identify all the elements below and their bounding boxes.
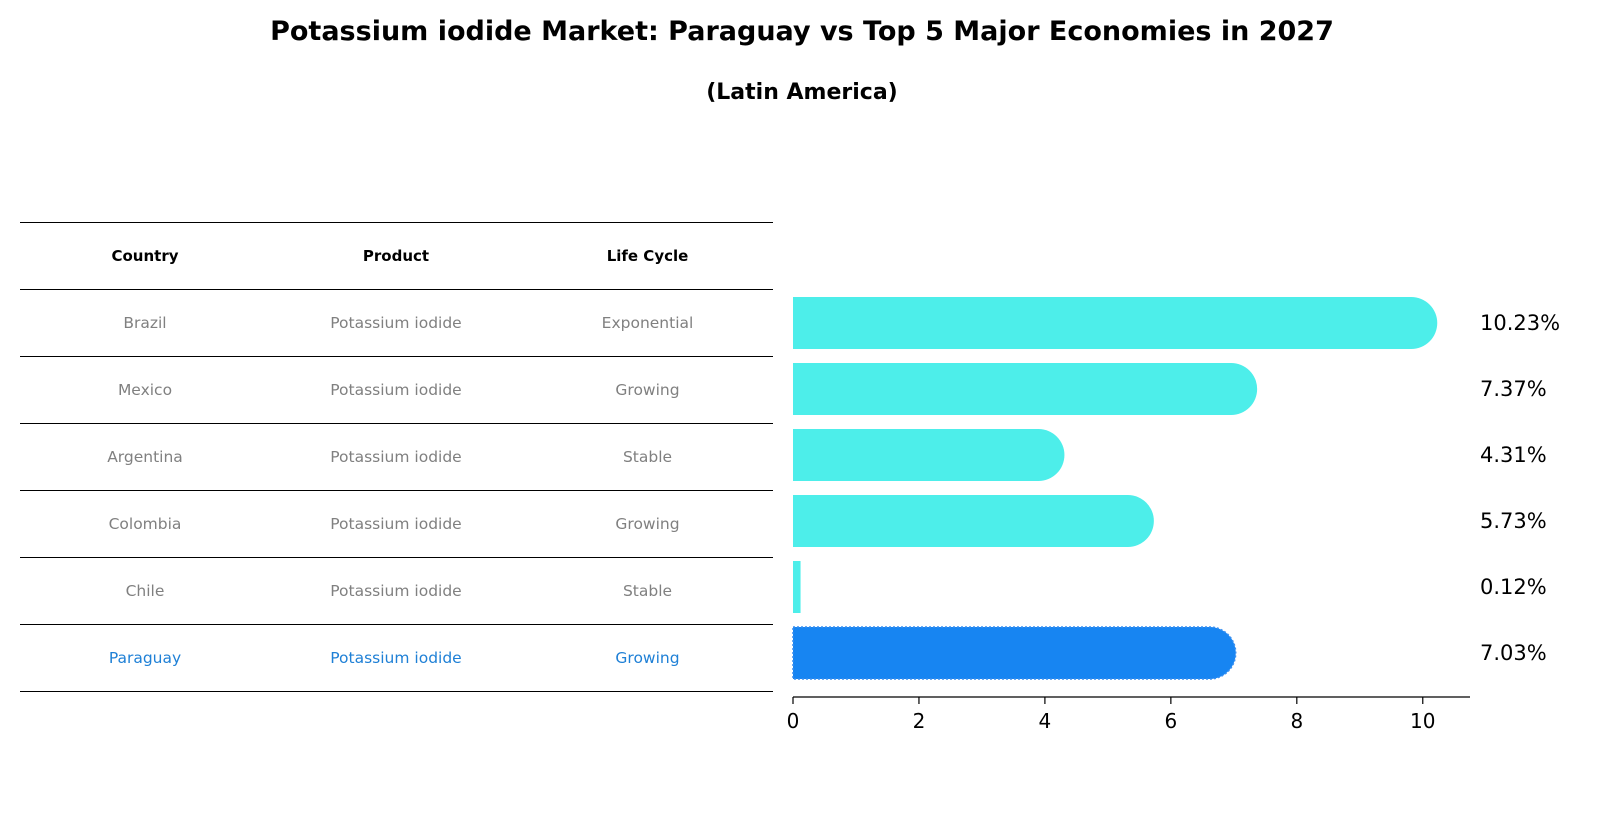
table-row: Mexico Potassium iodide Growing [20,356,773,424]
bar-argentina [793,429,1065,481]
table-header-row: Country Product Life Cycle [20,222,773,290]
cell-product: Potassium iodide [270,356,522,424]
x-tick-label: 2 [913,709,926,733]
data-label: 7.37% [1480,377,1547,401]
chart-title: Potassium iodide Market: Paraguay vs Top… [270,16,1334,47]
chart-subtitle: (Latin America) [706,80,898,105]
bar-mexico [793,363,1258,415]
x-tick-label: 6 [1164,709,1177,733]
header-product: Product [270,222,522,290]
data-label: 4.31% [1480,443,1547,467]
bar-chile [793,561,801,613]
cell-country: Chile [20,557,270,625]
data-label: 10.23% [1480,311,1560,335]
x-tick-label: 0 [787,709,800,733]
cell-country: Paraguay [20,624,270,692]
table-row: Colombia Potassium iodide Growing [20,490,773,558]
cell-life-cycle: Stable [522,557,773,625]
header-life-cycle: Life Cycle [522,222,773,290]
cell-product: Potassium iodide [270,624,522,692]
data-label: 7.03% [1480,641,1547,665]
country-table: Country Product Life Cycle Brazil Potass… [20,222,773,692]
cell-country: Mexico [20,356,270,424]
table-row-highlight: Paraguay Potassium iodide Growing [20,624,773,692]
data-label: 0.12% [1480,575,1547,599]
table-row: Brazil Potassium iodide Exponential [20,289,773,357]
x-tick-label: 10 [1410,709,1435,733]
cell-life-cycle: Growing [522,356,773,424]
bar-brazil [793,297,1438,349]
cell-product: Potassium iodide [270,423,522,491]
data-label: 5.73% [1480,509,1547,533]
bar-paraguay [792,626,1237,680]
header-country: Country [20,222,270,290]
cell-life-cycle: Stable [522,423,773,491]
cell-life-cycle: Exponential [522,289,773,357]
table-row: Argentina Potassium iodide Stable [20,423,773,491]
x-tick-label: 4 [1039,709,1052,733]
cell-country: Colombia [20,490,270,558]
cell-country: Argentina [20,423,270,491]
cell-product: Potassium iodide [270,289,522,357]
cell-product: Potassium iodide [270,557,522,625]
table-row: Chile Potassium iodide Stable [20,557,773,625]
cell-life-cycle: Growing [522,624,773,692]
cell-life-cycle: Growing [522,490,773,558]
cell-product: Potassium iodide [270,490,522,558]
cell-country: Brazil [20,289,270,357]
bar-colombia [793,495,1154,547]
x-tick-label: 8 [1290,709,1303,733]
